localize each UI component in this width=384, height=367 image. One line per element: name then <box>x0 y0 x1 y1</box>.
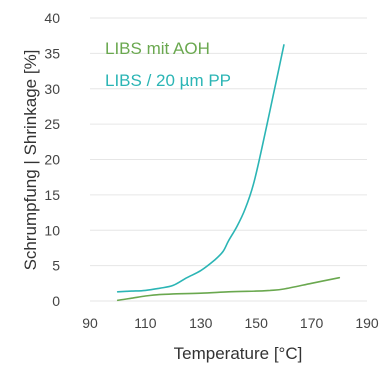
y-tick-label: 30 <box>44 81 60 97</box>
x-tick-label: 130 <box>189 315 213 331</box>
legend-entry-2: LIBS / 20 µm PP <box>105 71 231 90</box>
x-tick-label: 110 <box>134 315 157 331</box>
legend: LIBS mit AOH LIBS / 20 µm PP <box>105 39 231 90</box>
y-tick-label: 10 <box>44 222 60 238</box>
y-tick-labels: 0 5 10 15 20 25 30 35 40 <box>44 10 60 309</box>
x-tick-label: 170 <box>300 315 324 331</box>
y-tick-label: 5 <box>52 258 60 274</box>
series-line-1 <box>116 276 341 302</box>
y-axis-title: Schrumpfung | Shrinkage [%] <box>21 50 40 271</box>
y-tick-label: 20 <box>44 152 60 168</box>
grid-lines <box>90 17 367 302</box>
x-tick-label: 190 <box>355 315 379 331</box>
y-tick-label: 0 <box>52 293 60 309</box>
series-line-2 <box>116 44 285 293</box>
series-lines <box>116 44 341 302</box>
y-tick-label: 25 <box>44 116 60 132</box>
y-tick-label: 35 <box>44 45 60 61</box>
y-tick-label: 15 <box>44 187 60 203</box>
x-axis-title: Temperature [°C] <box>174 344 303 363</box>
x-tick-label: 90 <box>82 315 98 331</box>
x-tick-labels: 90 110 130 150 170 190 <box>82 315 379 331</box>
x-tick-label: 150 <box>245 315 269 331</box>
legend-entry-1: LIBS mit AOH <box>105 39 210 58</box>
y-tick-label: 40 <box>44 10 60 26</box>
